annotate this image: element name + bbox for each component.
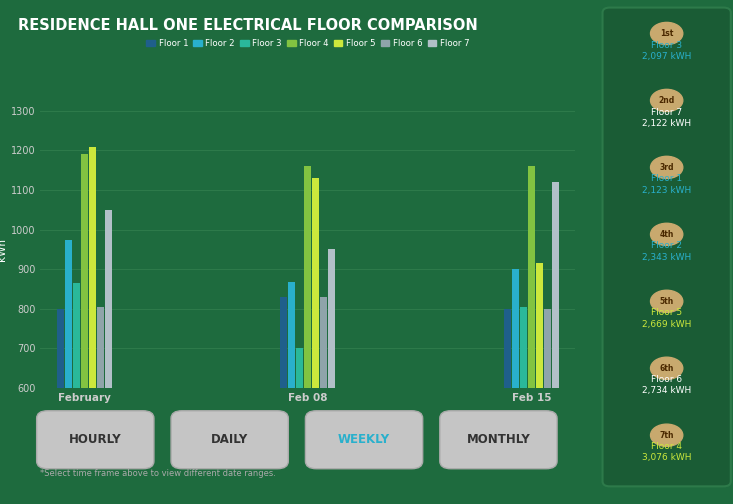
Bar: [304, 166, 312, 504]
Text: MONTHLY: MONTHLY: [467, 433, 530, 446]
Text: 4th: 4th: [660, 230, 674, 239]
Bar: [105, 210, 112, 504]
Text: Floor 6: Floor 6: [651, 375, 682, 385]
Text: Floor 7: Floor 7: [651, 107, 682, 116]
Bar: [552, 182, 559, 504]
Text: Floor 3: Floor 3: [651, 40, 682, 49]
Bar: [312, 178, 320, 504]
Text: HOURLY: HOURLY: [69, 433, 122, 446]
Text: Floor 5: Floor 5: [651, 308, 682, 318]
Bar: [56, 309, 64, 504]
Text: 7th: 7th: [660, 431, 674, 439]
Text: 6th: 6th: [660, 364, 674, 373]
Text: 3rd: 3rd: [660, 163, 674, 172]
Text: 1st: 1st: [660, 29, 674, 38]
Text: Floor 1: Floor 1: [651, 174, 682, 183]
Text: 2,123 kWH: 2,123 kWH: [642, 185, 691, 195]
Text: 5th: 5th: [660, 297, 674, 306]
Text: RESIDENCE HALL ONE ELECTRICAL FLOOR COMPARISON: RESIDENCE HALL ONE ELECTRICAL FLOOR COMP…: [18, 18, 478, 33]
Text: 2,669 kWH: 2,669 kWH: [642, 320, 691, 329]
Text: Floor 4: Floor 4: [651, 443, 682, 452]
Bar: [65, 239, 72, 504]
Bar: [89, 147, 96, 504]
Bar: [296, 348, 303, 504]
Bar: [288, 282, 295, 504]
Text: WEEKLY: WEEKLY: [338, 433, 390, 446]
Bar: [73, 283, 80, 504]
Bar: [280, 297, 287, 504]
Bar: [81, 154, 88, 504]
Bar: [528, 166, 535, 504]
Bar: [97, 307, 104, 504]
Legend: Floor 1, Floor 2, Floor 3, Floor 4, Floor 5, Floor 6, Floor 7: Floor 1, Floor 2, Floor 3, Floor 4, Floo…: [144, 38, 471, 50]
Text: 2,734 kWH: 2,734 kWH: [642, 387, 691, 396]
Bar: [512, 269, 519, 504]
Text: 2,122 kWH: 2,122 kWH: [642, 118, 691, 128]
Y-axis label: kWh: kWh: [0, 238, 7, 261]
Text: Floor 2: Floor 2: [651, 241, 682, 250]
Bar: [504, 309, 511, 504]
Bar: [328, 249, 336, 504]
Bar: [320, 297, 328, 504]
Text: 2,097 kWH: 2,097 kWH: [642, 52, 691, 60]
Bar: [536, 263, 543, 504]
Text: 2nd: 2nd: [658, 96, 675, 105]
Bar: [520, 307, 527, 504]
Text: *Select time frame above to view different date ranges.: *Select time frame above to view differe…: [40, 469, 276, 478]
Text: 3,076 kWH: 3,076 kWH: [642, 454, 691, 463]
Text: 2,343 kWH: 2,343 kWH: [642, 253, 691, 262]
Text: DAILY: DAILY: [211, 433, 248, 446]
Bar: [544, 309, 551, 504]
